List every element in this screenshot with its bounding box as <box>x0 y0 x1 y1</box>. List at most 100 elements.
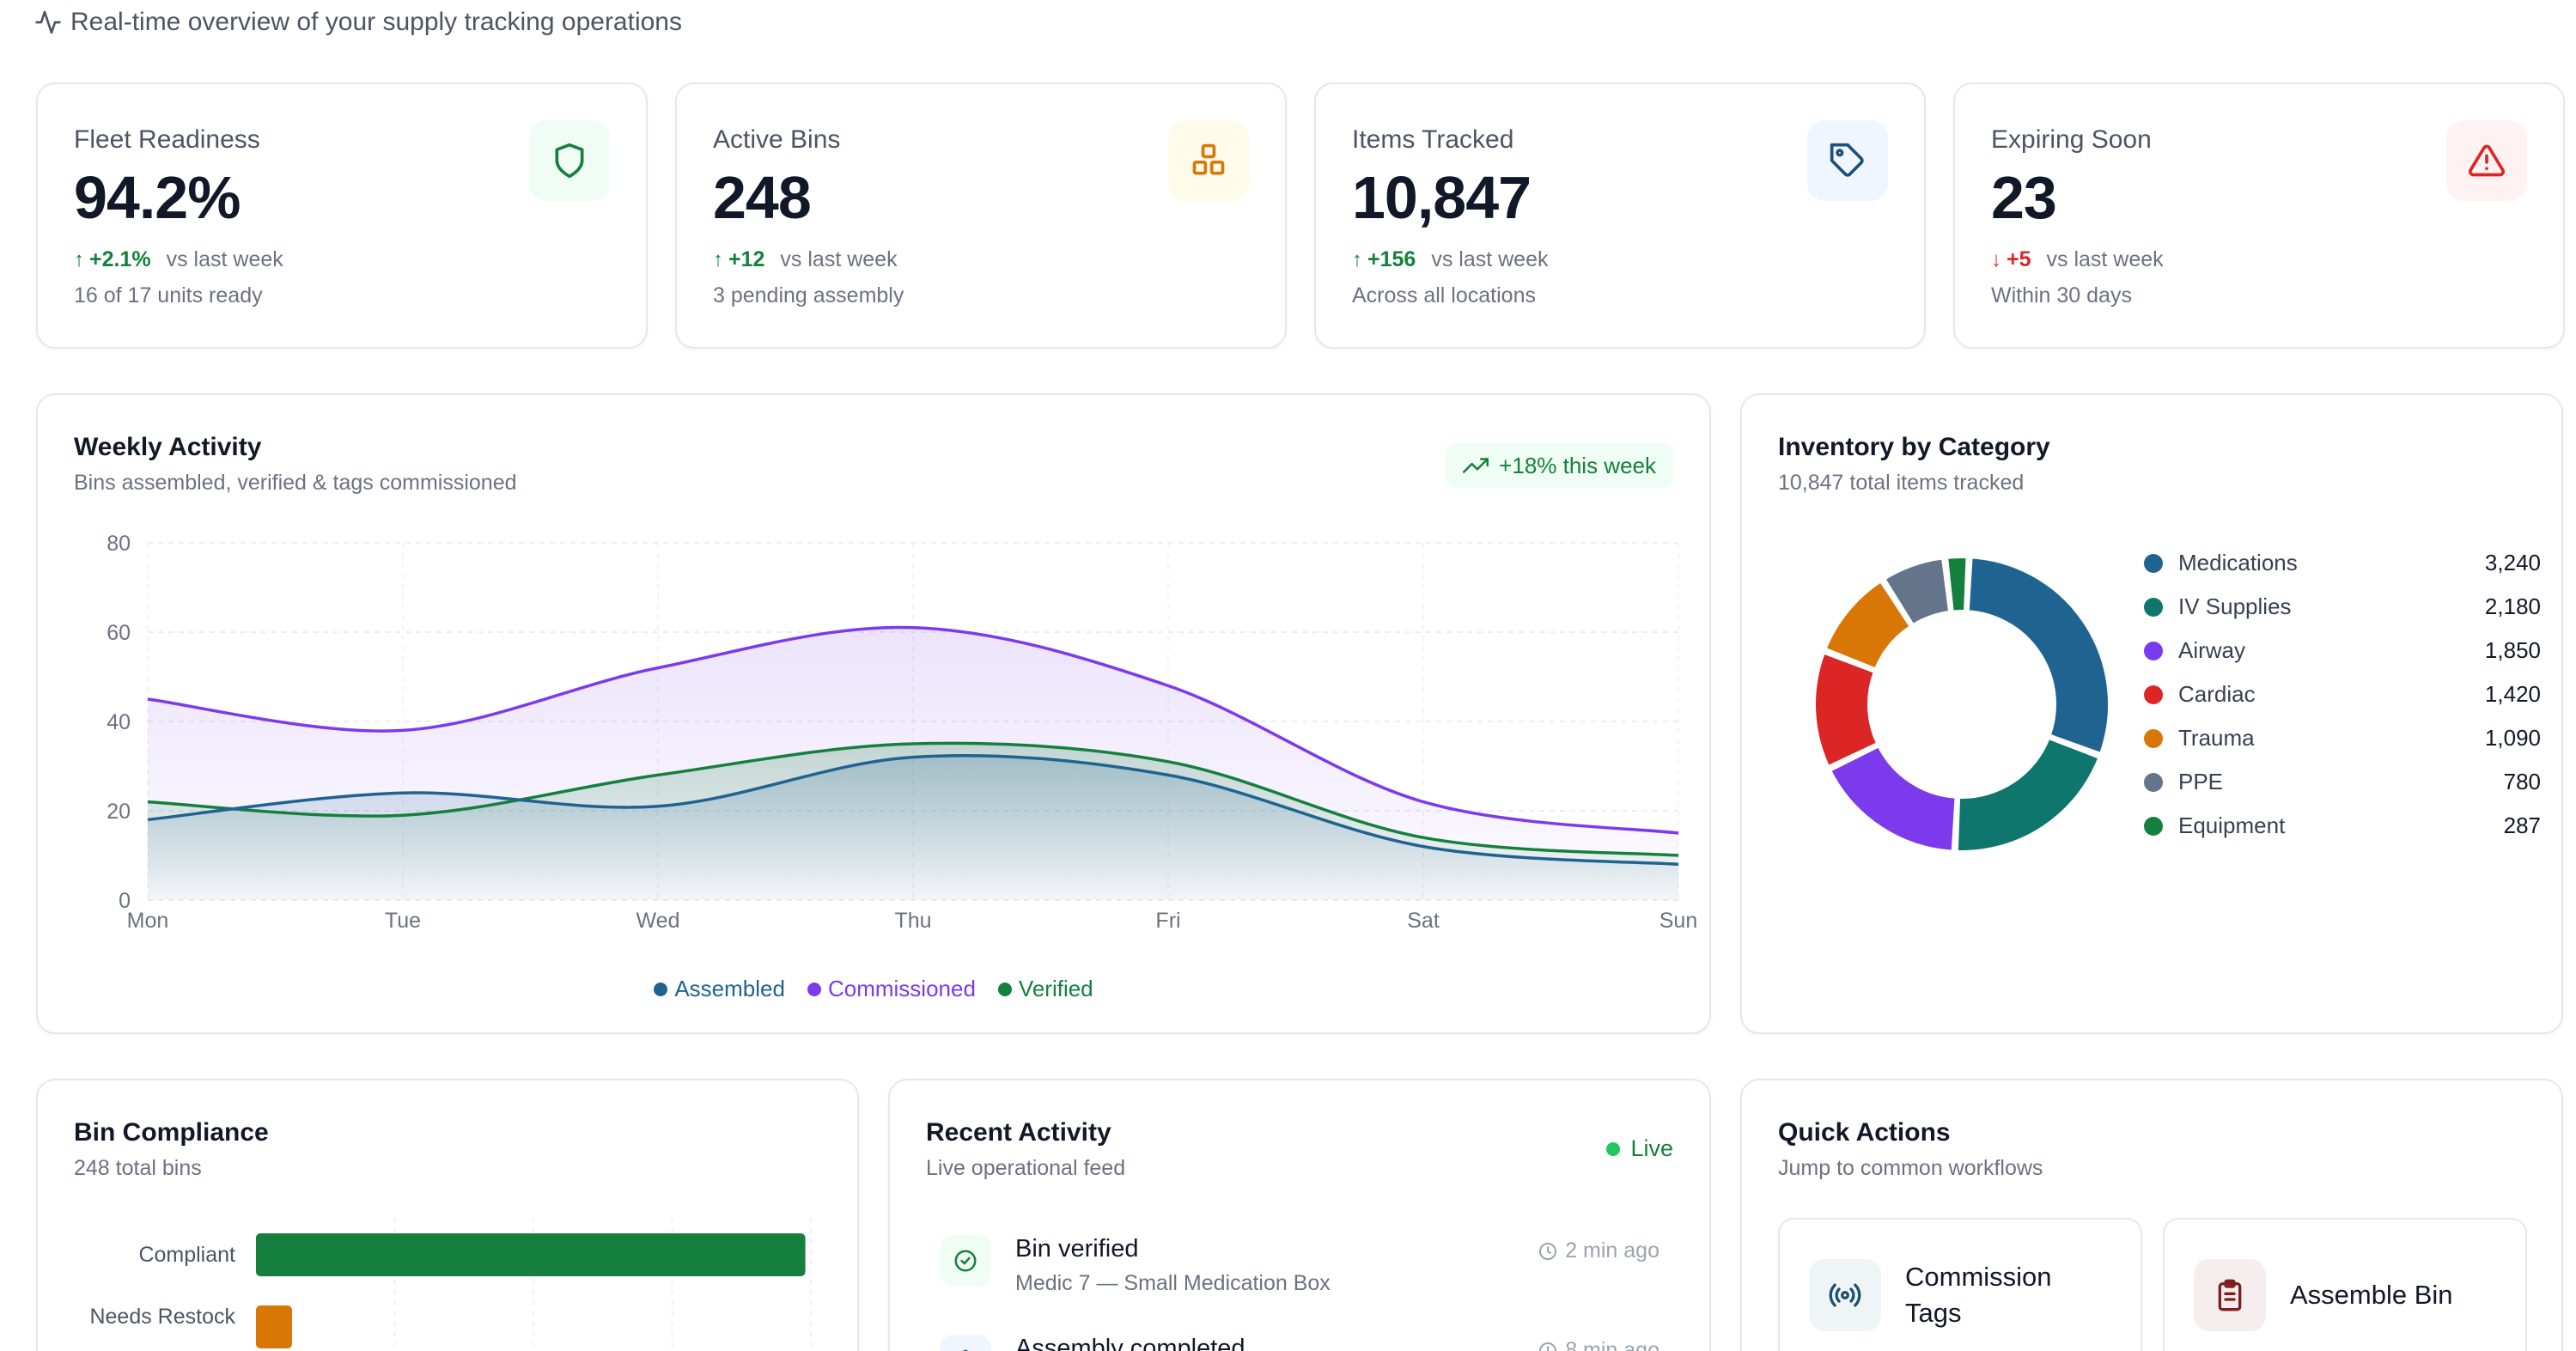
card-subtitle: Bins assembled, verified & tags commissi… <box>74 471 517 495</box>
shield-icon <box>529 120 610 201</box>
compliance-bar-chart <box>256 1218 812 1351</box>
activity-title: Assembly completed <box>1015 1335 1245 1351</box>
card-subtitle: 248 total bins <box>74 1156 202 1180</box>
compliance-bar-compliant <box>256 1233 806 1276</box>
legend-label: Commissioned <box>827 976 976 1001</box>
activity-icon <box>35 10 61 34</box>
category-row: Trauma 1,090 <box>2144 716 2541 760</box>
y-tick-label: 0 <box>119 889 131 913</box>
category-value: 2,180 <box>2484 593 2541 619</box>
stat-value: 94.2% <box>74 164 241 231</box>
recent-activity-card: Recent Activity Live operational feed Li… <box>888 1079 1711 1351</box>
legend-item-commissioned[interactable]: Commissioned <box>807 976 976 1002</box>
stat-card-fleet-readiness[interactable]: Fleet Readiness 94.2% ↑ +2.1% vs last we… <box>36 82 648 349</box>
chart-legend: Assembled Commissioned Verified <box>38 976 1709 1002</box>
stat-value: 10,847 <box>1352 164 1532 231</box>
x-tick-label: Fri <box>1155 909 1180 933</box>
stat-note: Across all locations <box>1352 283 1536 307</box>
category-dot-icon <box>2144 641 2163 660</box>
arrow-up-icon: ↑ <box>713 247 723 271</box>
y-tick-label: 80 <box>107 532 131 556</box>
live-dot-icon <box>1606 1141 1621 1156</box>
stat-note: Within 30 days <box>1991 283 2132 307</box>
category-row: Equipment 287 <box>2144 804 2541 848</box>
donut-slice-cardiac <box>1812 649 1880 770</box>
category-row: Cardiac 1,420 <box>2144 672 2541 716</box>
stat-label: Items Tracked <box>1352 125 1514 154</box>
category-value: 1,420 <box>2484 681 2541 707</box>
category-dot-icon <box>2144 772 2163 792</box>
donut-slice-equipment <box>1944 555 1970 614</box>
stat-card-items-tracked[interactable]: Items Tracked 10,847 ↑ +156 vs last week… <box>1314 82 1926 349</box>
page-subtitle: Real-time overview of your supply tracki… <box>34 7 682 38</box>
stat-note: 3 pending assembly <box>713 283 904 307</box>
commission-tags-button[interactable]: Commission Tags <box>1778 1218 2142 1351</box>
radio-icon <box>1809 1259 1881 1331</box>
y-tick-label: 40 <box>107 710 131 734</box>
donut-slice-medications <box>1965 555 2111 757</box>
check-circle-icon <box>940 1235 991 1287</box>
donut-slice-airway <box>1827 743 1958 854</box>
series-area-assembled <box>148 755 1678 900</box>
legend-item-assembled[interactable]: Assembled <box>654 976 785 1002</box>
stat-delta: +12 <box>728 247 765 271</box>
quick-action-label: Assemble Bin <box>2290 1280 2453 1310</box>
stat-card-expiring-soon[interactable]: Expiring Soon 23 ↓ +5 vs last week Withi… <box>1953 82 2565 349</box>
category-name: Cardiac <box>2178 681 2256 707</box>
category-value: 1,090 <box>2484 725 2541 751</box>
stat-change: ↓ +5 vs last week <box>1991 247 2164 272</box>
clipboard-icon <box>2194 1259 2266 1331</box>
stat-label: Expiring Soon <box>1991 125 2152 154</box>
stat-card-active-bins[interactable]: Active Bins 248 ↑ +12 vs last week 3 pen… <box>675 82 1287 349</box>
legend-dot-icon <box>654 982 668 996</box>
legend-item-verified[interactable]: Verified <box>997 976 1093 1002</box>
weekly-activity-card: Weekly Activity Bins assembled, verified… <box>36 393 1711 1034</box>
activity-time-text: 8 min ago <box>1565 1338 1659 1351</box>
activity-title: Bin verified <box>1015 1235 1139 1263</box>
category-name: Airway <box>2178 637 2246 663</box>
category-row: Medications 3,240 <box>2144 541 2541 585</box>
bin-compliance-card: Bin Compliance 248 total bins Compliant N… <box>36 1079 859 1351</box>
stat-value: 248 <box>713 164 812 231</box>
stat-change: ↑ +2.1% vs last week <box>74 247 283 272</box>
card-subtitle: Jump to common workflows <box>1778 1156 2043 1180</box>
boxes-icon <box>1168 120 1249 201</box>
alert-triangle-icon <box>2446 120 2527 201</box>
category-name: IV Supplies <box>2178 593 2292 619</box>
activity-item[interactable]: Assembly completed 8 min ago <box>940 1335 1659 1351</box>
stat-delta: +2.1% <box>89 247 151 271</box>
x-tick-label: Sat <box>1407 909 1440 933</box>
y-tick-label: 60 <box>107 621 131 645</box>
activity-detail: Medic 7 — Small Medication Box <box>1015 1271 1331 1295</box>
bar-category-label: Compliant <box>138 1243 235 1267</box>
stat-delta: +5 <box>2007 247 2031 271</box>
category-legend: Medications 3,240 IV Supplies 2,180 Airway 1,… <box>2144 541 2541 848</box>
assemble-bin-button[interactable]: Assemble Bin <box>2163 1218 2527 1351</box>
category-dot-icon <box>2144 597 2163 617</box>
weekly-activity-chart: 0 20 40 60 80 Mon Tue Wed Thu Fri Sat Sun <box>107 532 1697 933</box>
activity-item[interactable]: Bin verified Medic 7 — Small Medication … <box>940 1235 1659 1312</box>
activity-time-text: 2 min ago <box>1565 1238 1659 1263</box>
card-title: Quick Actions <box>1778 1118 1951 1147</box>
category-dot-icon <box>2144 685 2163 704</box>
series-line-verified <box>147 741 1679 857</box>
live-label: Live <box>1630 1135 1673 1161</box>
card-title: Weekly Activity <box>74 433 262 461</box>
y-tick-label: 20 <box>107 800 131 824</box>
live-indicator: Live <box>1606 1135 1673 1162</box>
card-subtitle: 10,847 total items tracked <box>1778 471 2025 495</box>
inventory-card: Inventory by Category 10,847 total items… <box>1740 393 2563 1034</box>
category-dot-icon <box>2144 728 2163 748</box>
stat-note: 16 of 17 units ready <box>74 283 263 307</box>
arrow-up-icon: ↑ <box>1352 247 1362 271</box>
category-value: 287 <box>2503 812 2541 838</box>
donut-slice-iv-supplies <box>1954 735 2103 854</box>
series-line-commissioned <box>147 625 1679 835</box>
x-tick-label: Sun <box>1659 909 1697 933</box>
series-line-assembled <box>147 754 1679 867</box>
clock-icon <box>1539 1242 1557 1260</box>
legend-dot-icon <box>807 982 821 996</box>
card-title: Recent Activity <box>926 1118 1111 1147</box>
category-value: 780 <box>2503 769 2541 794</box>
